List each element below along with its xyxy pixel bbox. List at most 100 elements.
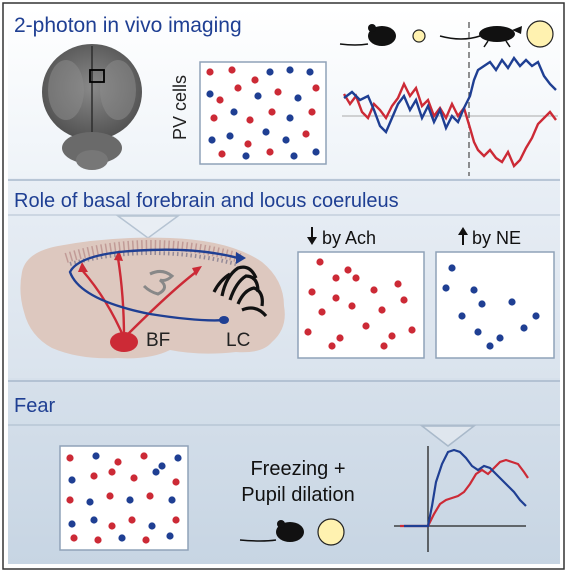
blue-trace <box>404 448 527 528</box>
cell-dot <box>92 452 100 460</box>
cell-dot <box>380 342 388 350</box>
brain-top-view-icon <box>42 44 142 170</box>
cell-dot <box>508 298 516 306</box>
cell-dot <box>86 498 94 506</box>
cell-dot <box>312 148 320 156</box>
cell-dot <box>394 280 402 288</box>
arrowhead <box>78 262 88 272</box>
cell-dot <box>251 76 259 84</box>
cell-dot <box>126 496 134 504</box>
cell-dot <box>172 478 180 486</box>
ne-label: by NE <box>472 228 521 248</box>
cell-dot <box>370 286 378 294</box>
cell-dot <box>388 332 396 340</box>
arrow-down-icon <box>307 227 317 245</box>
arrow-up-icon <box>458 227 468 245</box>
cell-dot <box>68 520 76 528</box>
cell-dot <box>312 84 320 92</box>
cell-dot <box>216 96 224 104</box>
cell-dot <box>242 152 250 160</box>
mouse-icon <box>239 520 304 542</box>
cell-dot <box>316 258 324 266</box>
cell-dot <box>336 334 344 342</box>
cell-dot <box>108 468 116 476</box>
cell-dot <box>262 128 270 136</box>
blue-projection <box>68 248 239 322</box>
pv-cells-label: PV cells <box>170 75 190 140</box>
cell-dot <box>158 462 166 470</box>
cell-dot <box>348 302 356 310</box>
cell-dot <box>458 312 466 320</box>
cell-dot <box>378 306 386 314</box>
cell-dot <box>114 458 122 466</box>
cell-dot <box>308 288 316 296</box>
cell-dot <box>68 476 76 484</box>
red-trace <box>400 458 529 528</box>
cell-dot <box>108 522 116 530</box>
cell-dot <box>290 152 298 160</box>
cell-dot <box>332 294 340 302</box>
panel-title-fear: Fear <box>14 395 55 417</box>
cell-dot <box>474 328 482 336</box>
cell-dot <box>254 92 262 100</box>
cell-dot <box>286 66 294 74</box>
lc-nucleus <box>219 316 229 324</box>
ach-label: by Ach <box>322 228 376 248</box>
pupil-icon <box>412 29 426 43</box>
cell-dot <box>118 534 126 542</box>
cell-dot <box>140 452 148 460</box>
panel-title-imaging: 2-photon in vivo imaging <box>14 14 242 37</box>
cell-dot <box>210 114 218 122</box>
cell-dot <box>408 326 416 334</box>
cell-dot <box>70 534 78 542</box>
cell-dot <box>448 264 456 272</box>
cell-dot <box>142 536 150 544</box>
pupil-icon <box>317 518 345 546</box>
cell-dot <box>532 312 540 320</box>
fear-cells-dots <box>66 452 182 544</box>
blue-trace <box>343 55 557 135</box>
cell-dot <box>362 322 370 330</box>
cell-dot <box>332 274 340 282</box>
cell-dot <box>206 68 214 76</box>
ne-cells-dots <box>442 264 540 350</box>
cell-dot <box>148 522 156 530</box>
cell-dot <box>308 108 316 116</box>
cell-dot <box>246 116 254 124</box>
arrowhead <box>236 252 246 264</box>
mouse-icon <box>439 26 522 48</box>
cell-dot <box>172 516 180 524</box>
cell-dot <box>218 150 226 158</box>
cell-dot <box>282 136 290 144</box>
red-trace <box>342 81 557 169</box>
cell-dot <box>234 84 242 92</box>
cell-dot <box>174 454 182 462</box>
cell-dot <box>304 328 312 336</box>
cell-dot <box>302 130 310 138</box>
cell-dot <box>128 516 136 524</box>
cell-dot <box>208 136 216 144</box>
cell-dot <box>352 274 360 282</box>
mouse-icon <box>339 24 396 46</box>
cell-dot <box>520 324 528 332</box>
cell-dot <box>244 140 252 148</box>
pupil-dilation-label: Pupil dilation <box>241 484 354 506</box>
cell-dot <box>152 468 160 476</box>
cell-dot <box>66 454 74 462</box>
cell-dot <box>470 286 478 294</box>
arrowhead <box>114 250 123 261</box>
cell-dot <box>268 108 276 116</box>
arrowhead <box>192 266 202 276</box>
pv-cells-dots <box>206 66 320 160</box>
cell-dot <box>266 68 274 76</box>
cell-dot <box>206 90 214 98</box>
ne-cells-field <box>435 251 555 359</box>
red-projection <box>116 257 126 339</box>
bf-nucleus <box>110 332 138 352</box>
cell-dot <box>400 296 408 304</box>
cell-dot <box>228 66 236 74</box>
cell-dot <box>328 342 336 350</box>
cell-dot <box>130 474 138 482</box>
cell-dot <box>226 132 234 140</box>
brain-sagittal-icon <box>20 237 285 359</box>
